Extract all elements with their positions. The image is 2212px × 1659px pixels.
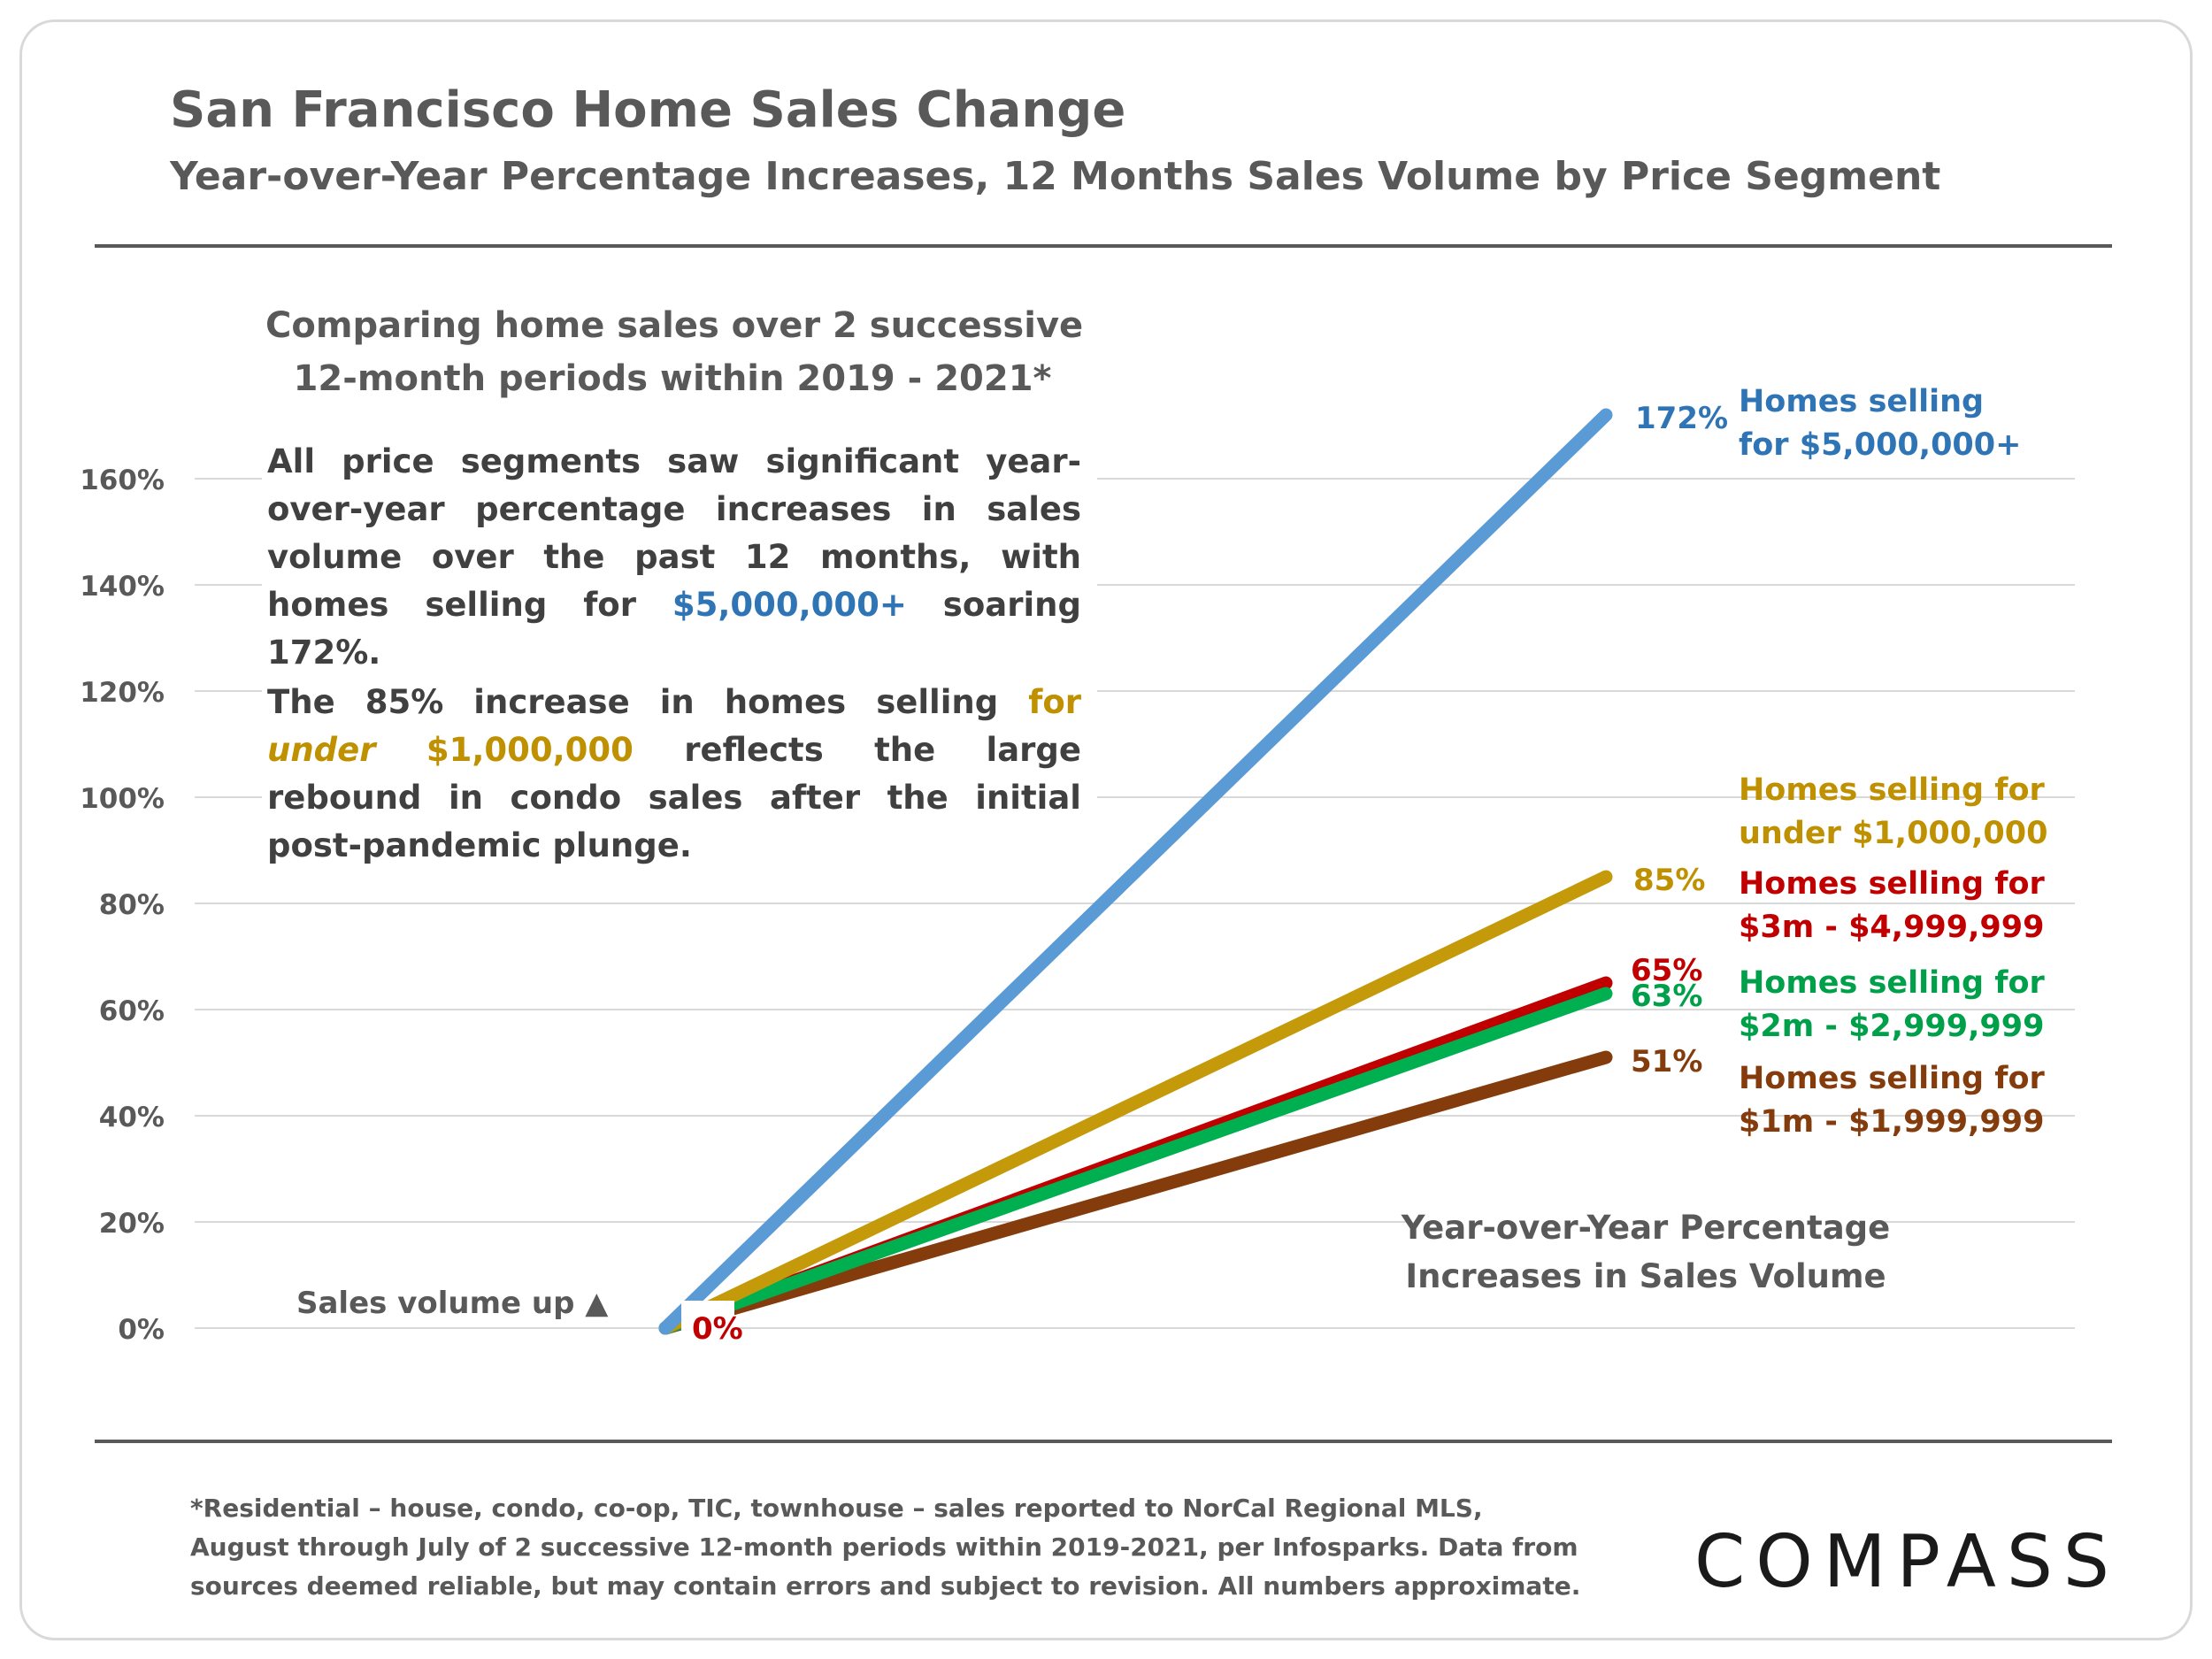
compass-logo: COMPASS (1694, 1520, 2120, 1604)
end-label-under1m: 85% (1633, 863, 1705, 898)
y-tick-label: 40% (99, 1102, 165, 1133)
series-line-under1m (658, 870, 1613, 1335)
legend-line1-s1m: Homes selling for (1739, 1061, 2046, 1096)
sales-volume-up-note: Sales volume up ▲ (296, 1286, 609, 1321)
paragraph-1-highlight: $5,000,000+ (672, 586, 907, 624)
paragraph-background (262, 420, 1097, 836)
start-label: 0% (692, 1311, 743, 1347)
paragraph-2-highlight-a: for (1028, 683, 1081, 721)
series-line-s2m (658, 987, 1613, 1335)
series-line-s5m (658, 408, 1613, 1335)
intro-line-2: 12-month periods within 2019 - 2021* (293, 358, 1052, 399)
legend-line2-under1m: under $1,000,000 (1739, 816, 2048, 851)
legend-line2-s3m: $3m - $4,999,999 (1739, 910, 2045, 945)
legend-line1-s3m: Homes selling for (1739, 866, 2046, 902)
y-tick-label: 100% (80, 783, 165, 815)
bottom-divider (95, 1440, 2112, 1443)
y-tick-label: 60% (99, 995, 165, 1027)
paragraph-2-text-end: reflects the large rebound in condo sale… (267, 731, 1081, 864)
end-label-s3m: 65% (1631, 953, 1702, 988)
chart-title: San Francisco Home Sales Change (170, 81, 1126, 139)
end-label-s2m: 63% (1631, 979, 1702, 1014)
legend-line2-s5m: for $5,000,000+ (1739, 427, 2021, 463)
end-label-s5m: 172% (1635, 401, 1728, 436)
legend-line1-s2m: Homes selling for (1739, 965, 2046, 1001)
end-label-s1m: 51% (1631, 1044, 1702, 1079)
paragraph-2: The 85% increase in homes selling for un… (267, 679, 1081, 870)
intro-text: Comparing home sales over 2 successive 1… (265, 299, 1084, 405)
legend-line1-s5m: Homes selling (1739, 384, 1984, 419)
y-tick-label: 140% (80, 571, 165, 603)
paragraph-1: All price segments saw significant year-… (267, 438, 1081, 677)
axis-note-line2: Increases in Sales Volume (1405, 1257, 1886, 1295)
series-line-s1m (658, 1050, 1613, 1335)
top-divider (95, 244, 2112, 248)
paragraph-1-text: All price segments saw significant year-… (267, 442, 1081, 624)
legend-line2-s2m: $2m - $2,999,999 (1739, 1009, 2045, 1044)
axis-note-line1: Year-over-Year Percentage (1401, 1209, 1891, 1247)
footnote-line-2: August through July of 2 successive 12-m… (190, 1532, 1578, 1562)
paragraph-2-text: The 85% increase in homes selling (267, 683, 1029, 721)
footnote-line-3: sources deemed reliable, but may contain… (190, 1571, 1581, 1601)
footnote-line-1: *Residential – house, condo, co-op, TIC,… (190, 1494, 1483, 1523)
axis-note-background (1407, 1194, 1885, 1310)
footnote: *Residential – house, condo, co-op, TIC,… (190, 1489, 1581, 1606)
start-label-background (681, 1301, 734, 1347)
legend-line2-s1m: $1m - $1,999,999 (1739, 1104, 2045, 1140)
paragraph-1-text-end: soaring 172%. (267, 586, 1081, 672)
y-tick-label: 0% (118, 1314, 165, 1346)
paragraph-2-highlight-b: under (267, 731, 376, 769)
paragraph-2-highlight-c: $1,000,000 (426, 731, 634, 769)
y-tick-label: 20% (99, 1208, 165, 1240)
chart-subtitle: Year-over-Year Percentage Increases, 12 … (170, 154, 1941, 199)
intro-line-1: Comparing home sales over 2 successive (265, 305, 1084, 346)
legend-line1-under1m: Homes selling for (1739, 772, 2046, 808)
y-tick-label: 120% (80, 677, 165, 709)
y-tick-label: 160% (80, 465, 165, 496)
y-tick-label: 80% (99, 889, 165, 921)
